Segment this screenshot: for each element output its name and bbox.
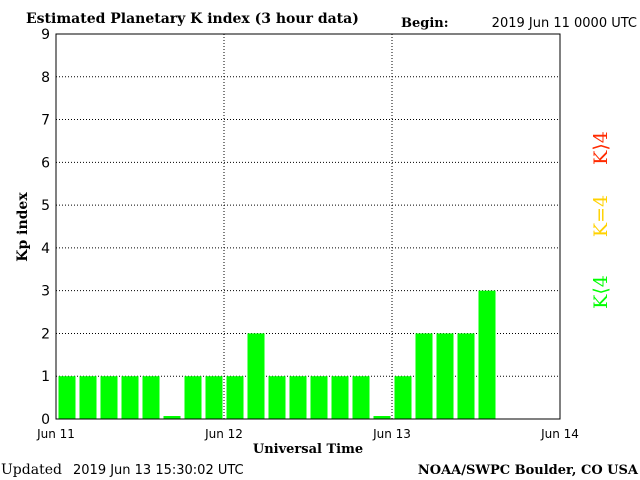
kp-bar xyxy=(289,376,307,419)
kp-bar xyxy=(184,376,202,419)
y-tick-label: 7 xyxy=(41,113,50,129)
y-tick-label: 9 xyxy=(41,27,50,43)
kp-bar xyxy=(142,376,160,419)
legend-k-above-4: K⟩4 xyxy=(590,131,612,165)
y-tick-label: 5 xyxy=(41,198,50,214)
x-tick-label: Jun 11 xyxy=(36,427,75,441)
kp-bar xyxy=(331,376,349,419)
y-tick-label: 3 xyxy=(41,284,50,300)
kp-bar xyxy=(436,333,454,419)
updated-value: 2019 Jun 13 15:30:02 UTC xyxy=(73,463,244,478)
kp-bar xyxy=(478,290,496,419)
kp-bar xyxy=(373,416,391,419)
y-axis-label: Kp index xyxy=(15,192,31,262)
x-axis-label: Universal Time xyxy=(253,442,363,457)
kp-bar xyxy=(352,376,370,419)
x-tick-label: Jun 14 xyxy=(540,427,579,441)
x-tick-labels: Jun 11 Jun 12 Jun 13 Jun 14 xyxy=(36,427,579,441)
kp-bar xyxy=(415,333,433,419)
grid xyxy=(56,34,560,419)
begin-value: 2019 Jun 11 0000 UTC xyxy=(492,16,637,31)
legend-k-below-4: K⟨4 xyxy=(590,275,612,309)
y-tick-label: 1 xyxy=(41,369,50,385)
kp-bar xyxy=(79,376,97,419)
y-tick-label: 0 xyxy=(41,412,50,428)
kp-bar xyxy=(310,376,328,419)
x-tick-label: Jun 13 xyxy=(372,427,411,441)
bars xyxy=(58,290,496,419)
y-tick-label: 6 xyxy=(41,155,50,171)
x-tick-label: Jun 12 xyxy=(204,427,243,441)
y-tick-labels: 0 1 2 3 4 5 6 7 8 9 xyxy=(41,27,50,428)
plot-frame xyxy=(55,33,561,420)
chart-title: Estimated Planetary K index (3 hour data… xyxy=(26,11,359,27)
legend-k-equal-4: K=4 xyxy=(590,195,612,237)
kp-bar xyxy=(268,376,286,419)
updated-label: Updated xyxy=(1,462,62,478)
kp-bar xyxy=(100,376,118,419)
begin-label: Begin: xyxy=(401,16,449,31)
kp-bar xyxy=(226,376,244,419)
kp-bar xyxy=(58,376,76,419)
kp-bar xyxy=(394,376,412,419)
credit-text: NOAA/SWPC Boulder, CO USA xyxy=(418,463,639,478)
kp-bar xyxy=(205,376,223,419)
y-tick-label: 8 xyxy=(41,70,50,86)
kp-bar xyxy=(121,376,139,419)
kp-bar xyxy=(457,333,475,419)
y-tick-label: 4 xyxy=(41,241,50,257)
kp-bar xyxy=(247,333,265,419)
kp-bar xyxy=(163,416,181,419)
y-tick-label: 2 xyxy=(41,326,50,342)
